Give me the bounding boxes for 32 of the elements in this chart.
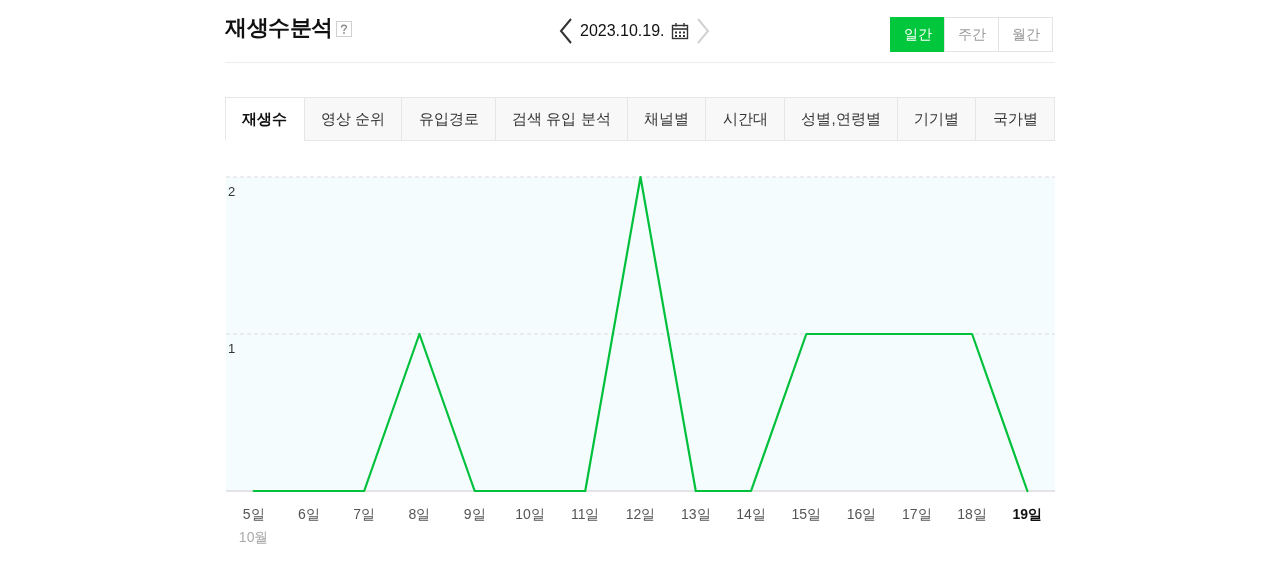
text: 일간 [890, 17, 945, 52]
text: 국가별 [975, 97, 1056, 141]
text: 영상 순위 [303, 97, 403, 141]
y-tick-label: 2 [228, 184, 236, 200]
text: 성별,연령별 [784, 97, 898, 141]
x-axis-title: 10월 [238, 528, 269, 545]
x-tick-label: 5일 [242, 505, 265, 522]
chart-subtitle: 2023.10.19. [580, 22, 665, 40]
x-tick-label: 6일 [298, 505, 320, 522]
text: 채널별 [626, 97, 707, 141]
x-tick-label: 15일 [791, 505, 822, 522]
x-tick-label: 13일 [680, 505, 711, 522]
x-tick-label: 18일 [957, 505, 987, 522]
text: 유입경로 [401, 97, 496, 141]
x-tick-label: 11일 [570, 505, 600, 522]
y-tick-label: 1 [228, 341, 236, 357]
x-tick-label: 7일 [353, 505, 376, 522]
x-tick-label: 10일 [515, 505, 545, 522]
x-tick-label: 9일 [463, 505, 486, 522]
text: 시간대 [705, 97, 786, 141]
text: 월간 [998, 17, 1053, 52]
x-tick-label: 12일 [625, 505, 656, 522]
x-tick-label: 8일 [408, 505, 431, 522]
x-tick-label: 14일 [736, 505, 766, 522]
x-tick-label: 19일 [1012, 505, 1043, 522]
x-tick-label: 16일 [846, 505, 877, 522]
text: 주간 [944, 17, 999, 52]
text: 재생수 [225, 97, 305, 141]
x-tick-label: 17일 [902, 505, 932, 522]
text: 기기별 [896, 97, 977, 141]
chart-title: 재생수분석 [225, 14, 333, 42]
text: 검색 유입 분석 [494, 97, 628, 141]
